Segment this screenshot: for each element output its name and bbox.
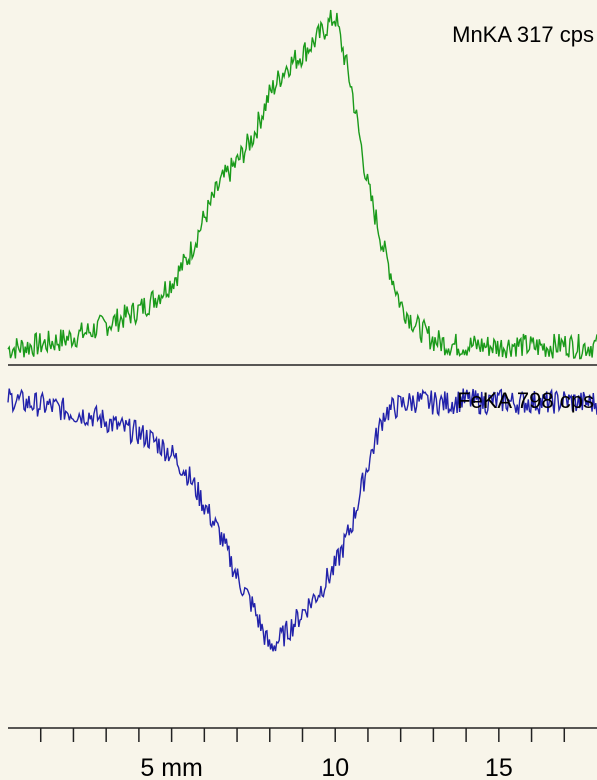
- x-axis: 5 mm 10 15: [8, 727, 597, 780]
- mnka-series-label: MnKA 317 cps: [452, 22, 594, 47]
- feka-series-line: [7, 388, 597, 652]
- mnka-series-line: [7, 9, 597, 360]
- x-tick-label: 15: [485, 754, 513, 780]
- x-tick-label: 10: [321, 754, 349, 780]
- x-tick-label: 5 mm: [140, 754, 203, 780]
- feka-series-label: FeKA 798 cps: [457, 388, 594, 413]
- mn-panel: MnKA 317 cps: [7, 9, 597, 360]
- fe-panel: FeKA 798 cps: [7, 388, 597, 652]
